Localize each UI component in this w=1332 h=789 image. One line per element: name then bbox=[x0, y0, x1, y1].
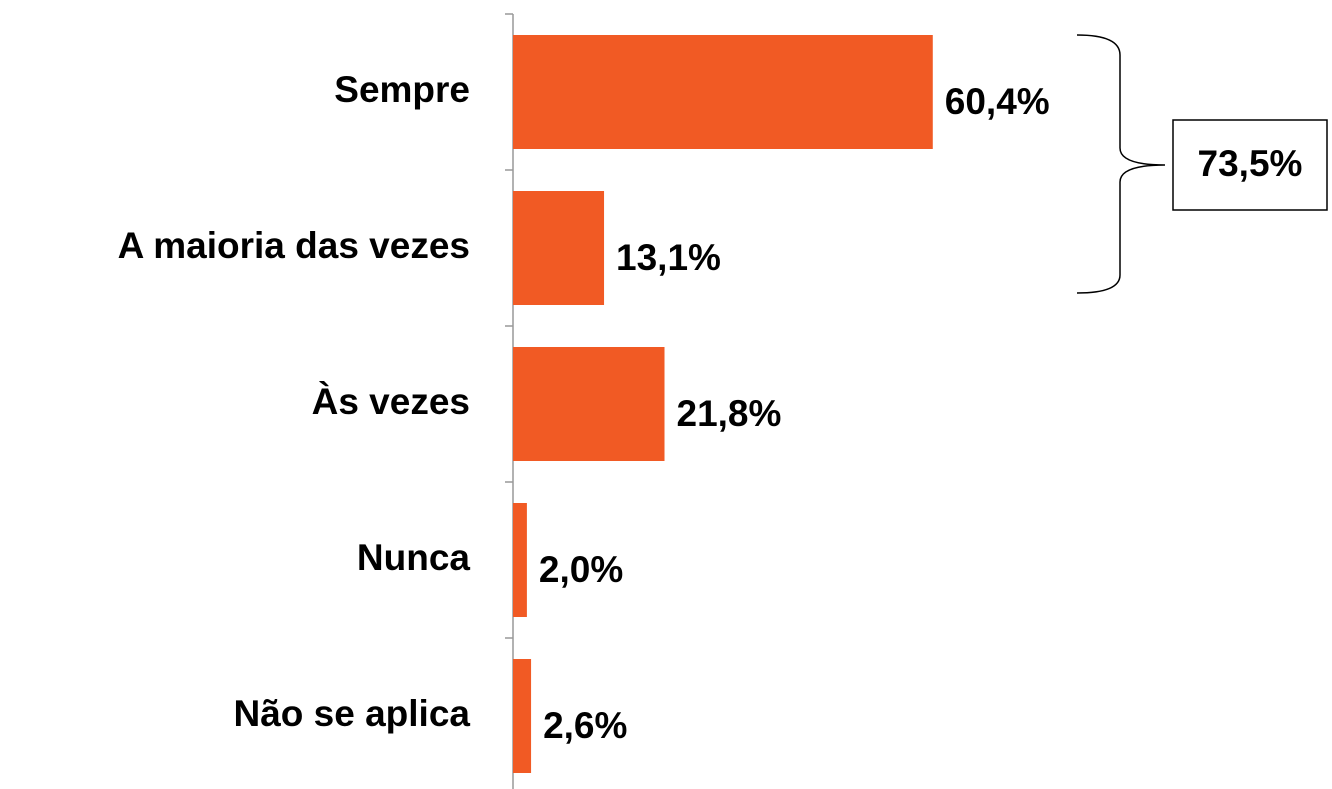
bar bbox=[513, 191, 605, 305]
value-label: 21,8% bbox=[677, 393, 782, 434]
bar bbox=[513, 35, 933, 149]
bar bbox=[513, 503, 527, 617]
bracket bbox=[1076, 34, 1166, 294]
bar bbox=[513, 659, 532, 773]
category-label: Sempre bbox=[334, 69, 470, 110]
axis bbox=[505, 13, 514, 789]
category-label: Às vezes bbox=[312, 381, 470, 422]
category-label: Nunca bbox=[357, 537, 471, 578]
value-label: 13,1% bbox=[616, 237, 721, 278]
annotation-box bbox=[1172, 119, 1328, 211]
value-label: 2,0% bbox=[539, 549, 623, 590]
bar bbox=[513, 347, 665, 461]
category-label: A maioria das vezes bbox=[118, 225, 470, 266]
annotation: 73,5% bbox=[1198, 143, 1303, 184]
category-label: Não se aplica bbox=[233, 693, 470, 734]
value-label: 2,6% bbox=[543, 705, 627, 746]
value-label: 60,4% bbox=[945, 81, 1050, 122]
